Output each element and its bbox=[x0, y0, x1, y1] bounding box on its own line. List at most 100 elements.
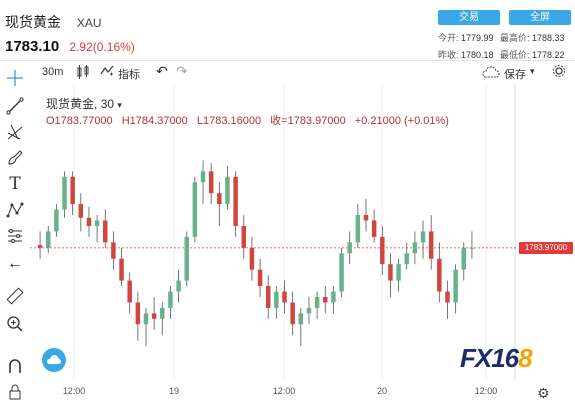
x-label: 12:00 bbox=[272, 386, 296, 396]
candle bbox=[290, 291, 295, 336]
candle bbox=[257, 258, 263, 297]
back-arrow-icon[interactable]: ← bbox=[7, 255, 23, 272]
legend-chevron-icon[interactable]: ▾ bbox=[117, 100, 122, 110]
candle-body bbox=[339, 253, 344, 292]
candle bbox=[54, 204, 59, 237]
candle-body bbox=[469, 247, 475, 249]
candle-body bbox=[62, 176, 67, 210]
candle-body bbox=[103, 220, 108, 243]
fx168-logo: FX168 bbox=[460, 343, 533, 374]
candle-body bbox=[396, 264, 401, 281]
candle-body bbox=[306, 307, 312, 314]
candle-body bbox=[298, 313, 304, 325]
candle bbox=[396, 258, 401, 292]
lock-icon[interactable] bbox=[5, 382, 25, 402]
fullscreen-button[interactable]: 全屏 bbox=[509, 10, 571, 25]
candle bbox=[469, 231, 475, 259]
candle-body bbox=[461, 247, 467, 270]
magnet-icon[interactable] bbox=[5, 356, 25, 376]
candle-body bbox=[176, 280, 181, 292]
candle-body bbox=[127, 280, 132, 303]
candle-body bbox=[314, 296, 320, 308]
stat-low-label: 最低价: bbox=[500, 50, 530, 60]
cloud-save-icon[interactable] bbox=[482, 66, 500, 81]
save-dropdown-icon[interactable]: ▾ bbox=[530, 66, 535, 76]
candle-body bbox=[453, 269, 458, 303]
stat-low-value: 1778.22 bbox=[532, 50, 565, 60]
candle-body bbox=[282, 291, 287, 303]
candle-body bbox=[290, 302, 295, 325]
candle-body bbox=[78, 204, 84, 218]
candle-body bbox=[135, 302, 141, 325]
current-price: 1783.10 bbox=[5, 38, 60, 55]
candle-body bbox=[160, 307, 165, 319]
candle bbox=[314, 291, 320, 319]
candle bbox=[62, 171, 67, 218]
chart-area[interactable] bbox=[30, 84, 516, 380]
ohlc-change: +0.21000 (+0.01%) bbox=[354, 115, 449, 127]
text-tool-icon[interactable]: T bbox=[9, 174, 21, 194]
candle bbox=[208, 163, 214, 205]
cloud-icon[interactable] bbox=[42, 348, 66, 372]
candle-body bbox=[257, 269, 263, 287]
candle-body bbox=[412, 242, 418, 254]
candle bbox=[363, 198, 369, 232]
legend-symbol: 现货黄金 bbox=[46, 97, 95, 111]
candle-body bbox=[70, 176, 75, 205]
redo-icon[interactable]: ↷ bbox=[176, 63, 188, 79]
stat-prev-close: 昨收: 1780.18 bbox=[438, 48, 494, 61]
candle-body bbox=[119, 258, 124, 281]
candle-body bbox=[274, 291, 279, 308]
candle bbox=[119, 247, 124, 287]
drawing-toolbar: T ← bbox=[0, 62, 30, 405]
stat-high: 最高价: 1788.33 bbox=[500, 31, 565, 44]
time-axis: 12:00 19 12:00 20 12:00 bbox=[30, 382, 516, 402]
candle bbox=[445, 280, 450, 319]
candle bbox=[103, 209, 108, 248]
candle bbox=[176, 269, 181, 303]
candle bbox=[127, 272, 132, 314]
candle-body bbox=[54, 209, 59, 232]
candle bbox=[184, 231, 189, 287]
candle bbox=[282, 280, 287, 314]
stat-high-value: 1788.33 bbox=[532, 33, 565, 43]
crosshair-icon[interactable] bbox=[5, 68, 25, 88]
chart-settings-icon[interactable]: ⚙ bbox=[537, 385, 550, 401]
save-button[interactable]: 保存 bbox=[504, 69, 526, 81]
candle-type-icon[interactable] bbox=[76, 64, 90, 83]
candle-body bbox=[404, 253, 409, 265]
undo-icon[interactable]: ↶ bbox=[156, 63, 168, 79]
candle bbox=[388, 253, 393, 297]
measure-icon[interactable] bbox=[5, 226, 25, 246]
ruler-icon[interactable] bbox=[5, 286, 25, 306]
candle bbox=[86, 206, 92, 237]
candle bbox=[217, 182, 222, 226]
fib-tool-icon[interactable] bbox=[5, 122, 25, 142]
candle bbox=[323, 286, 328, 314]
candle bbox=[168, 286, 173, 319]
candle bbox=[420, 220, 426, 259]
legend-separator: , bbox=[94, 97, 101, 111]
interval-selector[interactable]: 30m bbox=[42, 66, 64, 78]
zoom-in-icon[interactable] bbox=[5, 314, 25, 334]
instrument-code: XAU bbox=[76, 16, 102, 30]
trade-button[interactable]: 交易 bbox=[438, 10, 500, 25]
settings-icon[interactable] bbox=[552, 64, 566, 81]
indicators-button[interactable]: 指标 bbox=[118, 69, 140, 81]
stat-high-label: 最高价: bbox=[500, 33, 530, 43]
pattern-icon[interactable] bbox=[5, 200, 25, 220]
indicator-icon[interactable] bbox=[100, 64, 114, 81]
candle bbox=[192, 176, 198, 243]
candle bbox=[339, 247, 344, 297]
brush-icon[interactable] bbox=[5, 148, 25, 168]
logo-text: FX16 bbox=[460, 343, 519, 373]
candle-body bbox=[37, 245, 43, 248]
candle bbox=[233, 171, 238, 237]
legend-interval: 30 bbox=[100, 97, 115, 111]
ohlc-open: O1783.77000 bbox=[46, 115, 113, 127]
candle bbox=[404, 242, 409, 270]
x-label: 12:00 bbox=[62, 386, 86, 396]
candle-body bbox=[388, 264, 393, 281]
ohlc-readout: O1783.77000 H1784.37000 L1783.16000 收=17… bbox=[46, 112, 455, 128]
trend-line-icon[interactable] bbox=[5, 96, 25, 116]
